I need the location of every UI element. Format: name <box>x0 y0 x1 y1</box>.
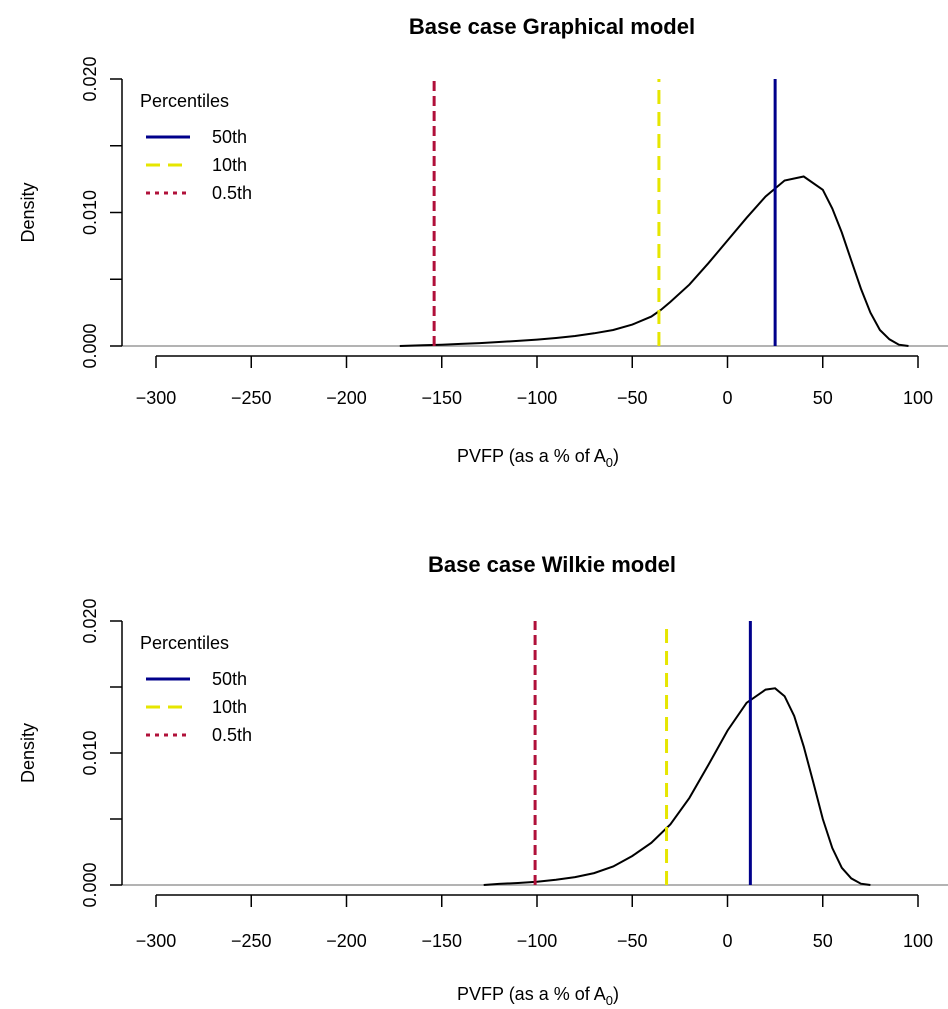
x-tick-label: −50 <box>617 931 648 951</box>
x-tick-label: 0 <box>722 931 732 951</box>
y-tick-label: 0.020 <box>80 598 100 643</box>
legend-title: Percentiles <box>140 633 229 653</box>
x-axis-label-main: PVFP (as a % of A <box>457 446 606 466</box>
x-axis-label-suffix: ) <box>613 446 619 466</box>
legend-label: 10th <box>212 697 247 717</box>
y-tick-label: 0.010 <box>80 730 100 775</box>
x-axis-label-subscript: 0 <box>606 993 613 1008</box>
x-tick-label: −100 <box>517 388 558 408</box>
chart-title: Base case Wilkie model <box>428 552 676 577</box>
density-curve <box>483 687 871 886</box>
legend-title: Percentiles <box>140 91 229 111</box>
x-tick-label: −150 <box>421 931 462 951</box>
x-axis-label-main: PVFP (as a % of A <box>457 984 606 1004</box>
density-curve <box>399 175 909 347</box>
y-tick-label: 0.020 <box>80 56 100 101</box>
legend-label: 0.5th <box>212 725 252 745</box>
x-tick-label: −150 <box>421 388 462 408</box>
y-axis-label: Density <box>18 723 38 783</box>
y-axis-label: Density <box>18 182 38 242</box>
y-tick-label: 0.000 <box>80 862 100 907</box>
x-tick-label: −250 <box>231 931 272 951</box>
legend-label: 10th <box>212 155 247 175</box>
x-axis-label: PVFP (as a % of A0) <box>457 984 619 1008</box>
x-tick-label: −300 <box>136 388 177 408</box>
x-tick-label: −100 <box>517 931 558 951</box>
panel-graphical-model: Base case Graphical model 0.000 0.010 0.020… <box>18 14 948 470</box>
x-axis-label-suffix: ) <box>613 984 619 1004</box>
x-tick-label: 0 <box>722 388 732 408</box>
x-tick-label: 50 <box>813 388 833 408</box>
legend-label: 50th <box>212 669 247 689</box>
panel-wilkie-model: Base case Wilkie model 0.000 0.010 0.020 Den… <box>18 552 948 1008</box>
x-axis-label: PVFP (as a % of A0) <box>457 446 619 470</box>
y-tick-label: 0.010 <box>80 190 100 235</box>
x-tick-label: 100 <box>903 931 933 951</box>
chart-title: Base case Graphical model <box>409 14 695 39</box>
legend-label: 0.5th <box>212 183 252 203</box>
x-tick-label: −200 <box>326 931 367 951</box>
x-tick-label: −250 <box>231 388 272 408</box>
legend-label: 50th <box>212 127 247 147</box>
x-tick-label: 50 <box>813 931 833 951</box>
x-tick-label: −300 <box>136 931 177 951</box>
y-tick-label: 0.000 <box>80 323 100 368</box>
x-tick-label: −50 <box>617 388 648 408</box>
x-tick-label: −200 <box>326 388 367 408</box>
x-tick-label: 100 <box>903 388 933 408</box>
x-axis-label-subscript: 0 <box>606 455 613 470</box>
